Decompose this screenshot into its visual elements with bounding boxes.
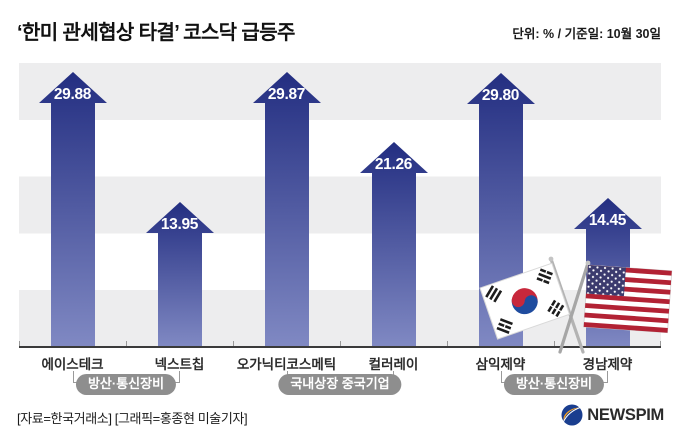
axis-tick-6	[660, 341, 661, 347]
category-label-0: 에이스테크	[41, 357, 104, 372]
bar-arrow-2	[252, 72, 321, 347]
category-label-2: 오가닉티코스메틱	[236, 357, 337, 372]
bar-value-label-4: 29.80	[481, 87, 520, 104]
bar-value-label-2: 29.87	[267, 86, 306, 103]
bar-value-label-1: 13.95	[160, 216, 199, 233]
newspim-logo-icon	[561, 404, 583, 426]
bar-arrow-0	[38, 72, 107, 347]
group-badge-2: 방산·통신장비	[503, 374, 605, 395]
axis-tick-4	[447, 341, 448, 347]
newspim-logo: NEWSPIM	[561, 404, 664, 426]
group-badge-0: 방산·통신장비	[75, 374, 177, 395]
axis-tick-2	[233, 341, 234, 347]
bar-arrow-4	[466, 73, 535, 347]
x-axis-line	[19, 346, 661, 348]
axis-tick-3	[340, 341, 341, 347]
group-badge-1: 국내상장 중국기업	[278, 374, 402, 395]
axis-tick-0	[19, 341, 20, 347]
category-label-5: 경남제약	[582, 357, 633, 372]
bar-arrow-1	[145, 202, 214, 347]
page-title: ‘한미 관세협상 타결’ 코스닥 급등주	[17, 22, 295, 44]
bar-value-label-3: 21.26	[374, 156, 413, 173]
newspim-logo-text: NEWSPIM	[587, 405, 664, 424]
source-credit: [자료=한국거래소] [그래픽=홍종현 미술기자]	[17, 411, 248, 426]
category-label-4: 삼익제약	[475, 357, 526, 372]
bar-arrow-3	[359, 142, 428, 347]
category-label-1: 넥스트칩	[154, 357, 205, 372]
unit-note: 단위: % / 기준일: 10월 30일	[512, 27, 661, 41]
axis-tick-1	[126, 341, 127, 347]
bar-value-label-5: 14.45	[588, 212, 627, 229]
category-label-3: 컬러레이	[368, 357, 419, 372]
bar-value-label-0: 29.88	[53, 86, 92, 103]
